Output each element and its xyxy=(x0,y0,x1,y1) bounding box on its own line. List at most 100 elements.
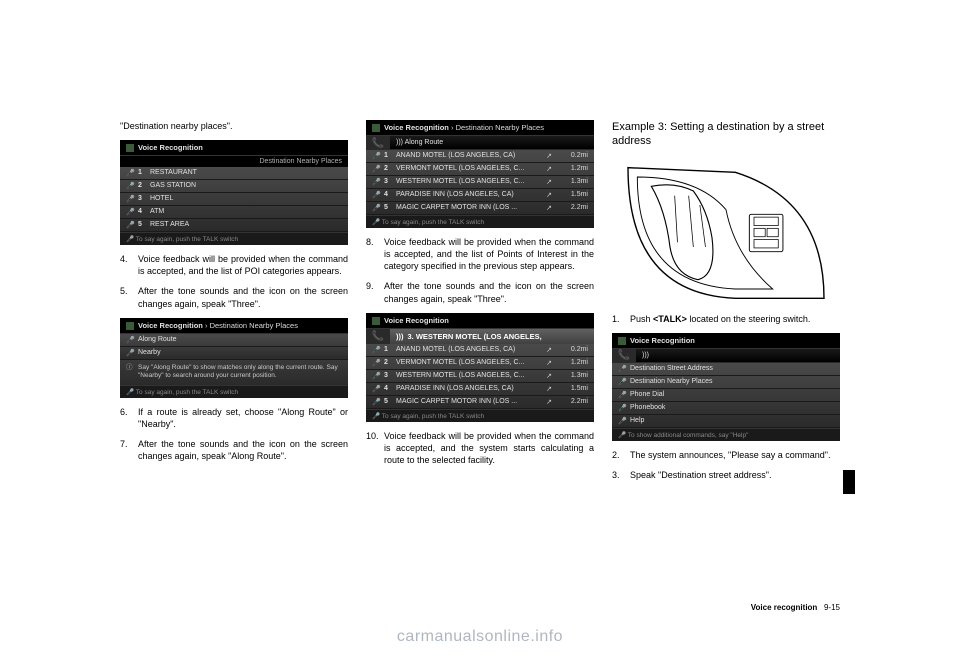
footer-text: To say again, push the TALK switch xyxy=(382,413,484,420)
command-list: 🎤Destination Street Address🎤Destination … xyxy=(612,363,840,428)
breadcrumb: Destination Nearby Places xyxy=(210,321,298,330)
list-item: 🎤Destination Street Address xyxy=(612,363,840,376)
poi-category-list: 🎤1RESTAURANT🎤2GAS STATION🎤3HOTEL🎤4ATM🎤5R… xyxy=(120,167,348,232)
talk-button-label: <TALK> xyxy=(653,314,687,324)
list-item: 🎤3WESTERN MOTEL (LOS ANGELES, C...↗1.3mi xyxy=(366,370,594,383)
step-7: 7. After the tone sounds and the icon on… xyxy=(120,438,348,462)
text: Push xyxy=(630,314,653,324)
list-item: 🎤Phonebook xyxy=(612,402,840,415)
screenshot-results-selected: Voice Recognition 📞 ))) 3. WESTERN MOTEL … xyxy=(366,313,594,422)
list-item: 🎤Help xyxy=(612,415,840,428)
step-num: 3. xyxy=(612,469,624,481)
page-number: 9-15 xyxy=(824,603,840,612)
column-3: Example 3: Setting a destination by a st… xyxy=(612,120,840,489)
list-item: 🎤5MAGIC CARPET MOTOR INN (LOS ...↗2.2mi xyxy=(366,202,594,215)
footer-text: To say again, push the TALK switch xyxy=(382,219,484,226)
step-num: 5. xyxy=(120,285,132,309)
mic-icon: 🎤 xyxy=(126,236,136,243)
voice-label: Along Route xyxy=(405,139,444,146)
phone-icon: 📞 xyxy=(612,349,636,363)
vr-icon xyxy=(372,124,380,132)
step-2: 2. The system announces, "Please say a c… xyxy=(612,449,840,461)
step-body: After the tone sounds and the icon on th… xyxy=(384,280,594,304)
step-num: 2. xyxy=(612,449,624,461)
list-item: 🎤Nearby xyxy=(120,347,348,360)
screenshot-route-nearby: Voice Recognition › Destination Nearby P… xyxy=(120,318,348,398)
step-num: 8. xyxy=(366,236,378,272)
list-item: 🎤2VERMONT MOTEL (LOS ANGELES, C...↗1.2mi xyxy=(366,357,594,370)
step-num: 6. xyxy=(120,406,132,430)
voice-waves-icon: ))) xyxy=(642,352,649,359)
vr-icon xyxy=(126,322,134,330)
list-item: 🎤Destination Nearby Places xyxy=(612,376,840,389)
step-body: Voice feedback will be provided when the… xyxy=(384,236,594,272)
footer-text: To show additional commands, say "Help" xyxy=(628,432,749,439)
column-2: Voice Recognition › Destination Nearby P… xyxy=(366,120,594,489)
list-item: 🎤3WESTERN MOTEL (LOS ANGELES, C...↗1.3mi xyxy=(366,176,594,189)
step-8: 8. Voice feedback will be provided when … xyxy=(366,236,594,272)
vr-title: Voice Recognition xyxy=(630,336,695,345)
vr-title: Voice Recognition xyxy=(384,316,449,325)
step-body: The system announces, "Please say a comm… xyxy=(630,449,840,461)
mic-icon: 🎤 xyxy=(618,432,628,439)
page-footer: Voice recognition 9-15 xyxy=(751,603,840,612)
motel-result-list: 🎤1ANAND MOTEL (LOS ANGELES, CA)↗0.2mi🎤2V… xyxy=(366,344,594,409)
breadcrumb: Destination Nearby Places xyxy=(456,123,544,132)
step-10: 10. Voice feedback will be provided when… xyxy=(366,430,594,466)
step-body: Speak "Destination street address". xyxy=(630,469,840,481)
vr-icon xyxy=(372,317,380,325)
list-item: 🎤5REST AREA xyxy=(120,219,348,232)
list-item: 🎤4PARADISE INN (LOS ANGELES, CA)↗1.5mi xyxy=(366,189,594,202)
step-body: After the tone sounds and the icon on th… xyxy=(138,285,348,309)
step-6: 6. If a route is already set, choose "Al… xyxy=(120,406,348,430)
step-num: 1. xyxy=(612,313,624,325)
list-item: 🎤1ANAND MOTEL (LOS ANGELES, CA)↗0.2mi xyxy=(366,150,594,163)
intro-text: "Destination nearby places". xyxy=(120,120,348,132)
step-num: 9. xyxy=(366,280,378,304)
screenshot-results-along-route: Voice Recognition › Destination Nearby P… xyxy=(366,120,594,228)
list-item: 🎤4ATM xyxy=(120,206,348,219)
vr-title: Voice Recognition xyxy=(138,143,203,152)
step-9: 9. After the tone sounds and the icon on… xyxy=(366,280,594,304)
step-4: 4. Voice feedback will be provided when … xyxy=(120,253,348,277)
step-body: Voice feedback will be provided when the… xyxy=(384,430,594,466)
mic-icon: 🎤 xyxy=(372,413,382,420)
list-item: 🎤5MAGIC CARPET MOTOR INN (LOS ...↗2.2mi xyxy=(366,396,594,409)
list-item: 🎤4PARADISE INN (LOS ANGELES, CA)↗1.5mi xyxy=(366,383,594,396)
list-item: 🎤1RESTAURANT xyxy=(120,167,348,180)
text: located on the steering switch. xyxy=(687,314,811,324)
column-1: "Destination nearby places". Voice Recog… xyxy=(120,120,348,489)
list-item: 🎤Along Route xyxy=(120,334,348,347)
footer-text: To say again, push the TALK switch xyxy=(136,389,238,396)
step-3: 3. Speak "Destination street address". xyxy=(612,469,840,481)
watermark: carmanualsonline.info xyxy=(0,628,960,646)
list-item: 🎤Phone Dial xyxy=(612,389,840,402)
list-item: 🎤2VERMONT MOTEL (LOS ANGELES, C...↗1.2mi xyxy=(366,163,594,176)
screenshot-poi-categories: Voice Recognition Destination Nearby Pla… xyxy=(120,140,348,245)
list-item: 🎤2GAS STATION xyxy=(120,180,348,193)
step-5: 5. After the tone sounds and the icon on… xyxy=(120,285,348,309)
section-name: Voice recognition xyxy=(751,603,818,612)
step-num: 10. xyxy=(366,430,378,466)
vr-subheader: Destination Nearby Places xyxy=(120,156,348,167)
mic-icon: 🎤 xyxy=(126,389,136,396)
step-body: If a route is already set, choose "Along… xyxy=(138,406,348,430)
footer-text: To say again, push the TALK switch xyxy=(136,236,238,243)
step-num: 7. xyxy=(120,438,132,462)
step-body: Push <TALK> located on the steering swit… xyxy=(630,313,840,325)
voice-waves-icon: ))) xyxy=(396,332,404,341)
info-text: Say "Along Route" to show matches only a… xyxy=(138,364,342,381)
screenshot-vr-main-menu: Voice Recognition 📞 ))) 🎤Destination Str… xyxy=(612,333,840,441)
info-icon: ⓘ xyxy=(126,364,134,381)
vr-icon xyxy=(126,144,134,152)
page-content: "Destination nearby places". Voice Recog… xyxy=(0,0,960,539)
selected-label: 3. WESTERN MOTEL (LOS ANGELES, xyxy=(408,332,542,341)
mic-icon: 🎤 xyxy=(372,219,382,226)
step-num: 4. xyxy=(120,253,132,277)
step-body: Voice feedback will be provided when the… xyxy=(138,253,348,277)
vr-icon xyxy=(618,337,626,345)
phone-icon: 📞 xyxy=(366,136,390,150)
route-option-list: 🎤Along Route🎤Nearby xyxy=(120,334,348,360)
phone-icon: 📞 xyxy=(366,329,390,344)
motel-result-list: 🎤1ANAND MOTEL (LOS ANGELES, CA)↗0.2mi🎤2V… xyxy=(366,150,594,215)
